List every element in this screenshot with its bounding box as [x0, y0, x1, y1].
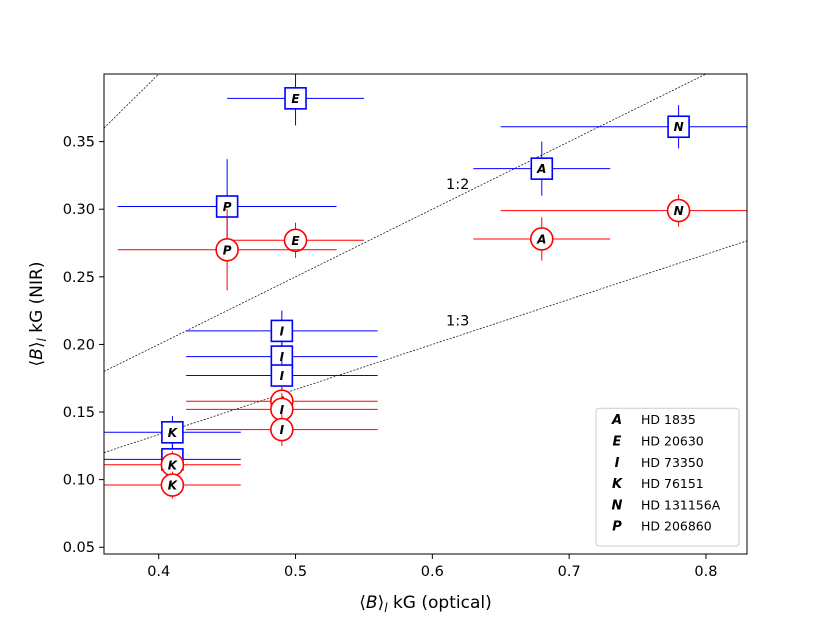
- legend-entry-P: P HD 206860: [612, 519, 712, 535]
- x-tick-label: 0.4: [147, 564, 170, 580]
- x-tick-label: 0.6: [421, 564, 444, 580]
- legend-entry-I: I HD 73350: [615, 455, 704, 471]
- ratio-label-1-3: 1:3: [446, 313, 469, 329]
- legend-entry-A: A HD 1835: [611, 412, 696, 428]
- circle-marker: [283, 228, 308, 253]
- circle-marker: [270, 417, 294, 442]
- circle-marker: [215, 237, 239, 262]
- legend-label: HD 1835: [641, 412, 696, 427]
- marker-letter: I: [280, 324, 285, 338]
- legend-label: HD 206860: [641, 519, 712, 534]
- x-axis: 0.4 0.5 0.6 0.7 0.8: [147, 554, 717, 580]
- marker-letter: I: [280, 350, 285, 364]
- legend-entry-N: N HD 131156A: [612, 497, 721, 513]
- square-marker: [530, 157, 554, 180]
- legend-letter: K: [612, 477, 623, 492]
- y-tick-label: 0.10: [63, 473, 95, 489]
- y-tick-label: 0.15: [63, 405, 95, 421]
- y-axis-label: ⟨B⟩l kG (NIR): [27, 262, 49, 367]
- circle-marker: [666, 198, 691, 223]
- ratio-label-1-2: 1:2: [446, 177, 469, 193]
- legend-letter: A: [611, 413, 622, 428]
- legend-label: HD 76151: [641, 476, 704, 491]
- red-circle-point-K: K: [104, 471, 241, 499]
- x-tick-label: 0.5: [284, 564, 307, 580]
- y-tick-label: 0.05: [63, 540, 95, 556]
- red-circle-point-K: K: [104, 451, 241, 479]
- marker-letter: P: [223, 200, 232, 214]
- marker-letter: K: [168, 426, 179, 440]
- y-tick-label: 0.30: [63, 202, 95, 218]
- marker-letter: E: [291, 92, 300, 106]
- y-tick-label: 0.35: [63, 135, 95, 151]
- blue-square-point-I: I: [186, 340, 378, 373]
- marker-letter: I: [280, 423, 285, 437]
- legend-box: [595, 407, 740, 547]
- blue-square-point-A: A: [473, 141, 611, 196]
- reference-line-1-2: [104, 74, 707, 372]
- red-circle-point-I: I: [186, 413, 378, 446]
- reference-line-labels: 1:2 1:3: [446, 177, 469, 330]
- legend-label: HD 20630: [641, 434, 704, 449]
- circle-marker: [529, 227, 554, 251]
- marker-letter: K: [168, 479, 179, 493]
- marker-letter: E: [291, 234, 300, 248]
- legend-letter: E: [613, 435, 622, 450]
- legend-letter: P: [612, 520, 622, 535]
- plot-frame: [103, 73, 748, 555]
- marker-letter: A: [536, 232, 546, 246]
- legend-letter: N: [612, 498, 623, 513]
- legend-entry-E: E HD 20630: [613, 434, 704, 450]
- x-tick-label: 0.8: [694, 564, 717, 580]
- legend-entry-K: K HD 76151: [612, 476, 704, 492]
- legend-letter: I: [615, 456, 620, 471]
- marker-letter: N: [674, 204, 684, 218]
- marker-letter: P: [223, 243, 232, 257]
- marker-letter: A: [536, 162, 546, 176]
- marker-letter: N: [674, 120, 684, 134]
- reference-line-1-3: [104, 240, 747, 453]
- marker-letter: I: [280, 369, 285, 383]
- square-marker: [284, 87, 307, 110]
- blue-square-point-E: E: [227, 74, 364, 126]
- red-circle-point-A: A: [473, 217, 611, 261]
- square-marker: [667, 115, 690, 139]
- y-axis: 0.05 0.10 0.15 0.20 0.25 0.30 0.35: [63, 135, 104, 556]
- blue-square-point-N: N: [500, 105, 747, 149]
- marker-letter: K: [168, 458, 179, 472]
- x-axis-label: ⟨B⟩l kG (optical): [359, 593, 491, 615]
- red-circle-point-I: I: [186, 393, 378, 426]
- data-points: ENAPIIIKKNEAPIIIKK: [104, 74, 747, 499]
- square-marker: [161, 421, 184, 444]
- marker-letter: I: [280, 403, 285, 417]
- circle-marker: [160, 473, 185, 497]
- red-circle-point-E: E: [227, 222, 364, 258]
- red-circle-point-N: N: [500, 194, 747, 227]
- reference-lines: [104, 74, 747, 453]
- legend-label: HD 73350: [641, 455, 704, 470]
- y-tick-label: 0.25: [63, 270, 95, 286]
- legend-label: HD 131156A: [641, 497, 721, 512]
- red-circle-point-P: P: [117, 209, 337, 291]
- x-tick-label: 0.7: [558, 564, 581, 580]
- legend: A HD 1835 E HD 20630 I HD 73350 K HD 76151 N HD 1…: [595, 407, 740, 547]
- reference-line-1-1: [104, 74, 160, 129]
- y-tick-label: 0.20: [63, 337, 95, 353]
